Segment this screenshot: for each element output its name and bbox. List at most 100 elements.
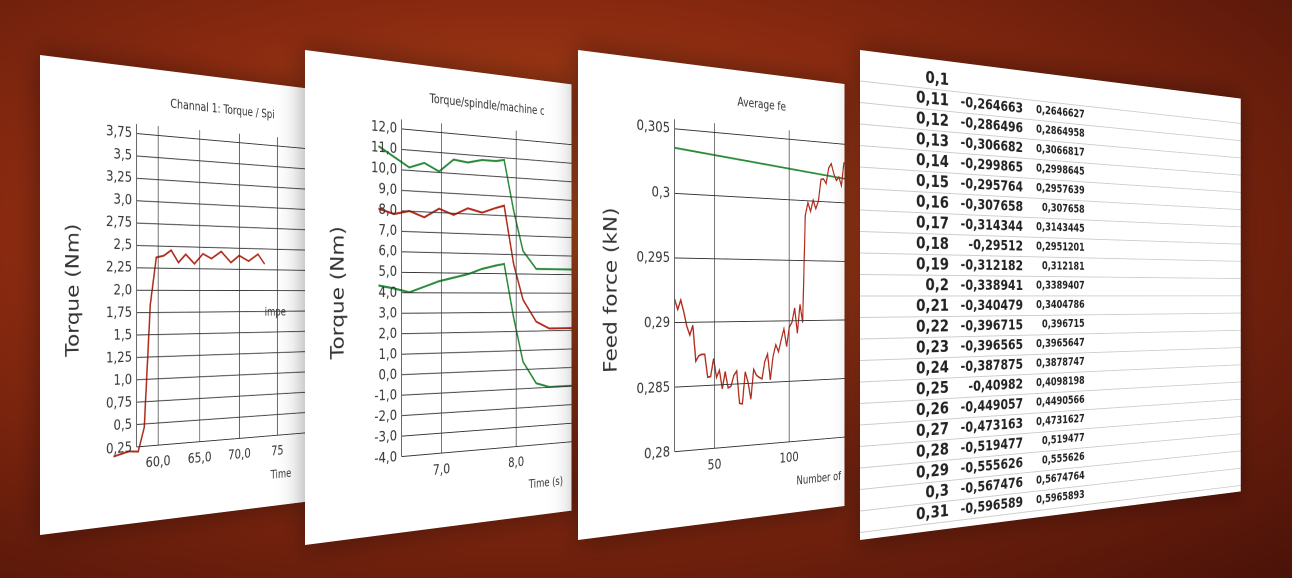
- cell: 0,2951201: [1036, 240, 1085, 254]
- y-tick-label: 8,0: [379, 201, 398, 218]
- grid-line: [137, 392, 307, 402]
- y-tick-label: 3,0: [379, 305, 398, 322]
- cell: 0,29: [916, 459, 949, 482]
- cell: 0,31: [916, 500, 949, 524]
- x-axis-label: Time: [270, 466, 291, 481]
- cell: 0,555626: [1042, 450, 1085, 467]
- cell: 0,3143445: [1036, 220, 1085, 234]
- cell: -0,40982: [968, 376, 1023, 395]
- grid-line: [675, 320, 845, 323]
- cell: 0,25: [916, 377, 949, 398]
- grid-line: [402, 272, 572, 274]
- y-tick-label: 0,285: [636, 379, 670, 397]
- chart-title: Channal 1: Torque / Spi: [170, 96, 274, 121]
- y-tick-label: 1,75: [106, 304, 132, 321]
- grid-line: [402, 312, 572, 313]
- cell: -0,596589: [961, 494, 1023, 517]
- cell: 0,2957639: [1036, 181, 1085, 197]
- panel-torque: 3,75 3,5 3,25 3,0 2,75 2,5 2,25 2,0 1,75 1,5 1,25 1…: [40, 55, 307, 535]
- cell: 0,5965893: [1036, 488, 1085, 506]
- cell: -0,307658: [961, 196, 1023, 215]
- x-tick-label: 65,0: [188, 449, 212, 467]
- x-axis-label: Time (s): [528, 474, 563, 491]
- y-tick-label: 0,75: [106, 394, 132, 412]
- grid-line: [137, 201, 307, 210]
- x-tick-label: 75: [271, 443, 283, 459]
- cell: -0,519477: [961, 435, 1023, 456]
- curve: [113, 249, 264, 457]
- y-tick-label: 6,0: [379, 243, 398, 260]
- cell: 0,23: [916, 336, 949, 357]
- y-tick-label: 2,0: [114, 282, 133, 299]
- cell: 0,28: [916, 439, 949, 461]
- chart: 3,75 3,5 3,25 3,0 2,75 2,5 2,25 2,0 1,75 1,5 1,25 1…: [40, 55, 307, 535]
- grid-line: [137, 352, 307, 358]
- grid-line: [402, 170, 572, 182]
- y-axis-label: Torque (Nm): [62, 223, 83, 358]
- curve: [675, 148, 845, 179]
- cell: 0,5674764: [1036, 469, 1085, 487]
- x-tick-label: 70,0: [228, 446, 251, 464]
- cell: 0,2864958: [1036, 123, 1085, 140]
- annotation: impe: [265, 305, 286, 318]
- cell: 0,15: [916, 170, 949, 192]
- y-tick-label: 0,25: [106, 439, 132, 458]
- cell: 0,3404786: [1036, 299, 1085, 312]
- cell: 0,3: [925, 480, 948, 502]
- chart-title: Average fe: [737, 95, 786, 114]
- grid-line: [137, 223, 307, 230]
- grid-line: [402, 129, 572, 145]
- cell: -0,295764: [961, 176, 1024, 196]
- y-tick-label: 7,0: [379, 222, 398, 239]
- cell: 0,3965647: [1036, 336, 1085, 350]
- cell: 0,18: [916, 233, 949, 254]
- grid-line: [137, 331, 307, 335]
- grid-line: [137, 178, 307, 189]
- cell: -0,338941: [961, 277, 1023, 293]
- y-tick-label: 0,3: [652, 184, 671, 201]
- cell: 0,307658: [1042, 201, 1085, 216]
- cell: -0,473163: [961, 416, 1023, 437]
- cell: -0,314344: [961, 216, 1024, 234]
- y-tick-label: 3,0: [114, 191, 133, 208]
- cell: 0,3066817: [1036, 142, 1085, 159]
- chart-title: Torque/spindle/machine c: [429, 91, 545, 117]
- y-tick-label: -3,0: [374, 428, 397, 446]
- cell: -0,396565: [961, 337, 1023, 355]
- panel-table: 0,1 0,11 -0,264663 0,2646627 0,12 -0,286496 0,…: [860, 50, 1241, 540]
- x-tick-label: 7,0: [433, 461, 450, 479]
- y-tick-label: 12,0: [371, 118, 397, 137]
- y-tick-label: 2,0: [379, 326, 398, 343]
- y-tick-label: 3,25: [106, 168, 132, 186]
- panel-torque-spindle: 12,0 11,0 10,0 9,0 8,0 7,0 6,0 5,0 4,0 3,0 2,0 1,0 0…: [305, 50, 572, 545]
- y-tick-label: 0,29: [644, 314, 670, 331]
- cell: 0,17: [916, 212, 949, 233]
- cell: 0,11: [916, 86, 949, 109]
- cell: 0,1: [925, 67, 948, 89]
- grid-line: [402, 330, 572, 333]
- y-tick-label: 0,305: [636, 117, 670, 137]
- grid-line: [402, 231, 572, 237]
- cell: -0,312182: [961, 257, 1023, 274]
- cell: 0,27: [916, 418, 949, 440]
- grid-line: [402, 386, 572, 395]
- y-tick-label: 3,5: [114, 146, 133, 164]
- cell: 0,312181: [1042, 260, 1085, 273]
- cell: 0,2998645: [1036, 162, 1085, 178]
- y-tick-label: 5,0: [379, 264, 398, 281]
- cell: 0,19: [916, 253, 949, 273]
- y-tick-label: 3,75: [106, 123, 132, 142]
- grid-line: [137, 412, 307, 424]
- cell: 0,14: [916, 149, 949, 171]
- x-tick-label: 50: [707, 456, 721, 473]
- cell: 0,22: [916, 316, 949, 336]
- grid-line: [675, 129, 845, 144]
- cell: -0,299865: [961, 155, 1023, 176]
- y-axis-label: Torque (Nm): [327, 226, 348, 361]
- grid-line: [402, 423, 572, 436]
- cell: 0,12: [916, 107, 949, 130]
- y-tick-label: 4,0: [379, 284, 398, 301]
- grid-line: [137, 372, 307, 380]
- grid-line: [675, 258, 845, 261]
